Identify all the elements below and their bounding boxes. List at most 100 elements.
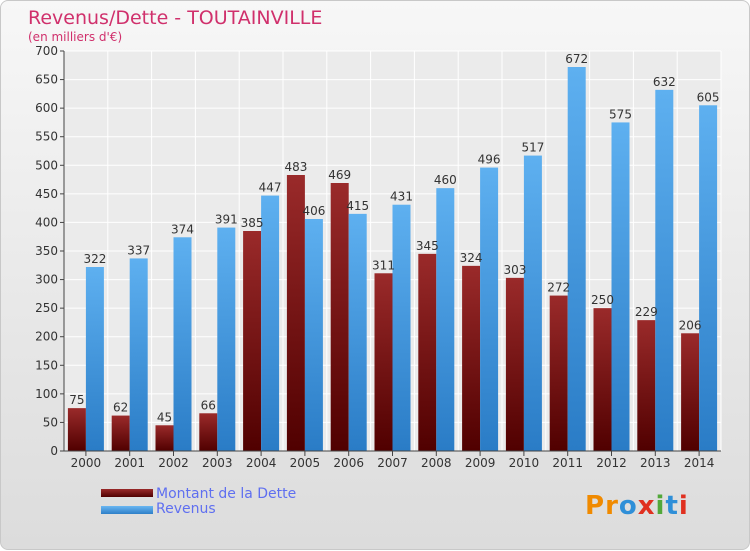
y-tick-label: 550 [35,130,58,144]
data-label-debt: 303 [503,263,526,277]
data-label-debt: 483 [284,160,307,174]
x-tick-label: 2006 [333,456,364,470]
y-tick-label: 50 [43,415,58,429]
bar-revenue-2007 [392,204,411,451]
bar-revenue-2003 [217,227,236,451]
bar-revenue-2009 [480,167,499,452]
data-label-debt: 324 [460,251,483,265]
bar-debt-2004 [243,231,262,451]
y-tick-label: 650 [35,73,58,87]
bar-revenue-2004 [261,195,280,451]
data-label-revenue: 431 [390,190,413,204]
bar-revenue-2001 [129,258,148,451]
x-tick-label: 2005 [290,456,321,470]
x-tick-label: 2010 [509,456,540,470]
logo-letter: i [655,491,666,521]
chart-title: Revenus/Dette - TOUTAINVILLE [28,7,323,29]
data-label-revenue: 605 [697,90,720,104]
x-tick-label: 2007 [377,456,408,470]
data-label-revenue: 322 [83,252,106,266]
legend-label-revenue: Revenus [156,501,216,517]
data-label-debt: 45 [157,410,172,424]
bar-revenue-2008 [436,188,455,451]
y-tick-label: 700 [35,44,58,58]
y-tick-label: 350 [35,244,58,258]
bar-revenue-2011 [567,67,586,451]
logo-letter: P [585,491,606,521]
bar-debt-2011 [549,295,568,451]
data-label-debt: 75 [69,393,84,407]
x-tick-label: 2009 [465,456,496,470]
data-label-debt: 311 [372,258,395,272]
proxiti-logo: Proxiti [585,491,689,521]
bar-debt-2009 [462,265,481,451]
data-label-revenue: 391 [215,213,238,227]
x-tick-label: 2008 [421,456,452,470]
data-label-debt: 229 [635,305,658,319]
data-label-debt: 385 [241,216,264,230]
bar-debt-2007 [374,273,393,451]
data-label-debt: 66 [201,398,216,412]
data-label-revenue: 447 [259,181,282,195]
data-label-revenue: 632 [653,75,676,89]
bar-debt-2013 [637,320,656,451]
bar-debt-2006 [330,183,349,451]
logo-letter: o [618,491,638,521]
y-tick-label: 0 [50,444,58,458]
data-label-revenue: 460 [434,173,457,187]
bar-debt-2008 [418,253,437,451]
data-label-debt: 272 [547,281,570,295]
x-tick-label: 2002 [158,456,189,470]
y-tick-label: 300 [35,273,58,287]
bar-revenue-2012 [611,122,630,451]
y-tick-label: 500 [35,158,58,172]
y-tick-label: 450 [35,187,58,201]
bar-revenue-2010 [523,155,542,452]
legend-swatch-debt [101,489,153,497]
x-tick-label: 2013 [640,456,671,470]
bar-revenue-2005 [304,219,323,451]
x-tick-label: 2003 [202,456,233,470]
y-tick-label: 250 [35,301,58,315]
legend-label-debt: Montant de la Dette [156,486,297,502]
data-label-revenue: 517 [521,141,544,155]
data-label-revenue: 496 [478,153,501,167]
bar-revenue-2013 [655,89,674,451]
bar-debt-2003 [199,413,218,451]
data-label-revenue: 672 [565,52,588,66]
bar-debt-2010 [505,277,524,451]
bar-debt-2012 [593,308,612,451]
data-label-debt: 250 [591,293,614,307]
logo-letter: i [678,491,689,521]
chart-subtitle: (en milliers d'€) [28,30,123,44]
bar-revenue-2002 [173,237,192,451]
x-tick-label: 2014 [684,456,715,470]
data-label-revenue: 575 [609,107,632,121]
bar-revenue-2006 [348,213,367,451]
logo-letter: r [605,491,619,521]
y-tick-label: 400 [35,215,58,229]
y-tick-label: 200 [35,330,58,344]
logo-letter: t [665,491,679,521]
data-label-debt: 345 [416,239,439,253]
data-label-debt: 469 [328,168,351,182]
data-label-revenue: 406 [302,204,325,218]
x-tick-label: 2004 [246,456,277,470]
bar-debt-2005 [286,175,305,451]
bar-debt-2000 [67,408,86,451]
y-tick-label: 150 [35,358,58,372]
bar-revenue-2000 [85,267,104,451]
data-label-revenue: 374 [171,222,194,236]
bar-debt-2002 [155,425,174,451]
x-tick-label: 2001 [114,456,145,470]
bar-revenue-2014 [699,105,718,452]
data-label-revenue: 415 [346,199,369,213]
y-tick-label: 100 [35,387,58,401]
logo-letter: x [637,491,656,521]
bar-debt-2014 [681,333,700,451]
bar-debt-2001 [111,415,130,451]
x-tick-label: 2011 [552,456,583,470]
y-tick-label: 600 [35,101,58,115]
